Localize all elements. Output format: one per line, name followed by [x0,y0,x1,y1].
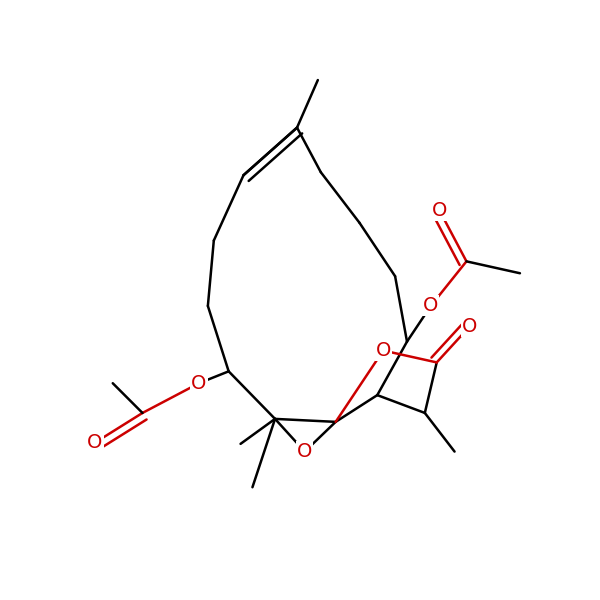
Text: O: O [462,317,477,336]
Text: O: O [423,296,439,316]
Text: O: O [87,433,103,452]
Text: O: O [297,442,313,461]
Text: O: O [376,341,391,360]
Text: O: O [191,374,206,393]
Text: O: O [432,202,448,220]
